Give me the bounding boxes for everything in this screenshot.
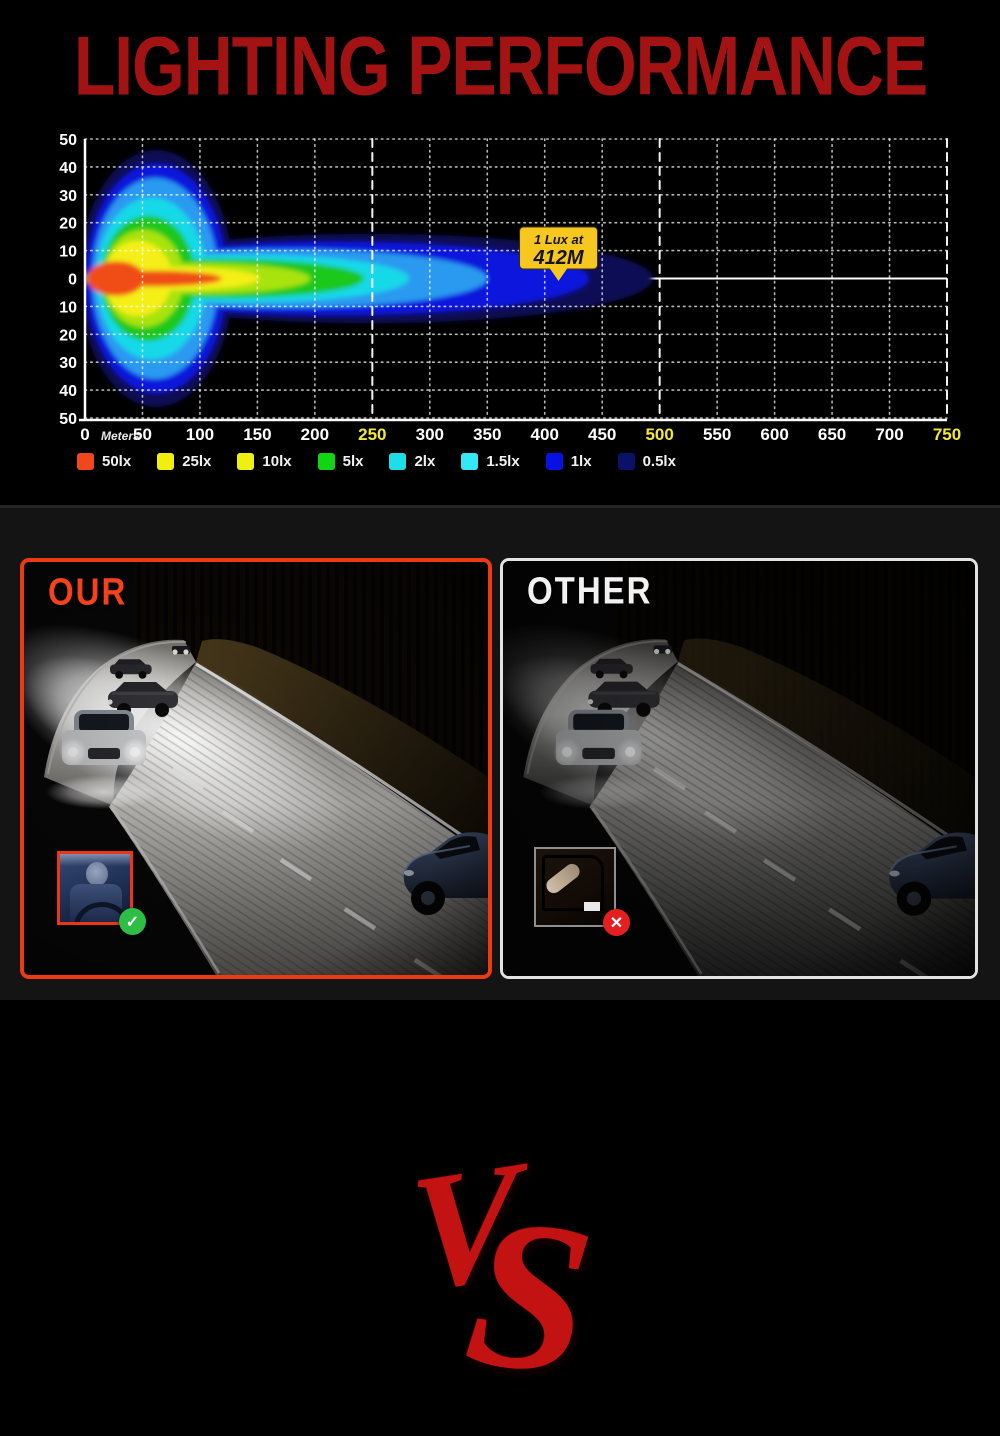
y-tick-label: 40 — [59, 383, 77, 400]
beam-contours — [86, 150, 653, 407]
y-tick-label: 40 — [59, 160, 77, 177]
legend-item: 5lx — [317, 453, 364, 470]
legend-item: 0.5lx — [617, 453, 676, 470]
legend-label: 5lx — [342, 453, 364, 470]
vs-letter-v: V — [405, 1126, 525, 1327]
legend-swatch — [545, 453, 563, 470]
y-tick-label: 20 — [59, 327, 77, 344]
driver-photo-light — [60, 854, 130, 866]
y-tick-label: 10 — [59, 244, 77, 261]
x-tick-label: 50 — [133, 425, 152, 444]
gridlines — [84, 138, 948, 419]
y-tick-label: 20 — [59, 216, 77, 233]
vs-letter-s: S — [455, 1169, 604, 1422]
legend-swatch — [461, 453, 479, 470]
y-tick-label: 10 — [59, 299, 77, 316]
legend-swatch — [157, 453, 175, 470]
cross-icon: ✕ — [603, 909, 630, 936]
y-tick-label: 0 — [68, 272, 77, 289]
x-tick-labels: 0 50 100 150 200 250 300 350 400 450 500 550 600 650 7… — [80, 425, 961, 444]
vs-text: V S — [405, 1126, 604, 1436]
x-tick-label: 250 — [358, 425, 386, 444]
our-panel: OUR ✓ — [20, 558, 492, 979]
legend-label: 0.5lx — [642, 453, 676, 470]
other-panel: OTHER ✕ — [500, 558, 978, 979]
legend-label: 50lx — [102, 453, 132, 470]
x-tick-label: 500 — [645, 425, 673, 444]
x-tick-label: 650 — [818, 425, 846, 444]
legend-label: 2lx — [414, 453, 436, 470]
legend-label: 10lx — [262, 453, 292, 470]
legend-item: 25lx — [157, 453, 211, 470]
x-tick-label: 350 — [473, 425, 501, 444]
check-glyph: ✓ — [125, 913, 140, 931]
legend-label: 1lx — [570, 453, 592, 470]
y-tick-label: 30 — [59, 355, 77, 372]
x-tick-label: 100 — [186, 425, 214, 444]
legend-item: 1.5lx — [461, 453, 520, 470]
our-driver-inset — [57, 851, 133, 925]
check-icon: ✓ — [119, 908, 146, 935]
x-tick-label: 0 — [80, 425, 89, 444]
y-tick-label: 50 — [59, 411, 77, 428]
x-tick-label: 450 — [588, 425, 616, 444]
legend-item: 10lx — [237, 453, 292, 470]
our-label: OUR — [48, 570, 128, 613]
legend-item: 1lx — [545, 453, 592, 470]
page-title: LIGHTING PERFORMANCE — [73, 19, 927, 113]
legend-swatch — [77, 453, 94, 470]
x-tick-label: 750 — [933, 425, 961, 444]
y-tick-label: 30 — [59, 188, 77, 205]
legend-swatch — [317, 453, 335, 470]
other-driver-inset — [534, 847, 616, 927]
legend-label: 25lx — [182, 453, 212, 470]
other-label: OTHER — [527, 569, 653, 612]
legend-item: 50lx — [77, 453, 131, 470]
legend-swatch — [389, 453, 407, 470]
y-tick-label: 50 — [59, 132, 77, 149]
y-tick-labels: 50 40 30 20 10 0 10 20 30 40 50 — [59, 132, 77, 428]
x-tick-label: 400 — [531, 425, 559, 444]
contour-tail-50lx — [86, 270, 222, 287]
chart-legend: 50lx 25lx 10lx 5lx 2lx 1.5lx 1lx 0.5lx — [77, 453, 676, 470]
x-axis-unit-label: Meters — [101, 429, 140, 443]
legend-label: 1.5lx — [486, 453, 520, 470]
white-card — [584, 902, 600, 911]
x-tick-label: 300 — [416, 425, 444, 444]
callout-pointer — [549, 268, 568, 281]
cross-glyph: ✕ — [609, 914, 624, 932]
x-tick-label: 150 — [243, 425, 271, 444]
contour-50lx — [86, 261, 222, 296]
x-tick-label: 200 — [301, 425, 329, 444]
legend-swatch — [617, 453, 635, 470]
comparison-section: OUR ✓ OTHER ✕ V S — [0, 505, 1000, 1421]
callout-line1: 1 Lux at — [534, 232, 584, 247]
x-tick-label: 700 — [875, 425, 903, 444]
car-window-frame — [542, 855, 604, 911]
legend-item: 2lx — [389, 453, 435, 470]
page-title-bar: LIGHTING PERFORMANCE — [0, 19, 1000, 113]
callout-line2: 412M — [533, 247, 585, 269]
x-tick-label: 550 — [703, 425, 731, 444]
driver-head — [86, 862, 108, 886]
x-tick-label: 600 — [760, 425, 788, 444]
legend-swatch — [237, 453, 255, 470]
